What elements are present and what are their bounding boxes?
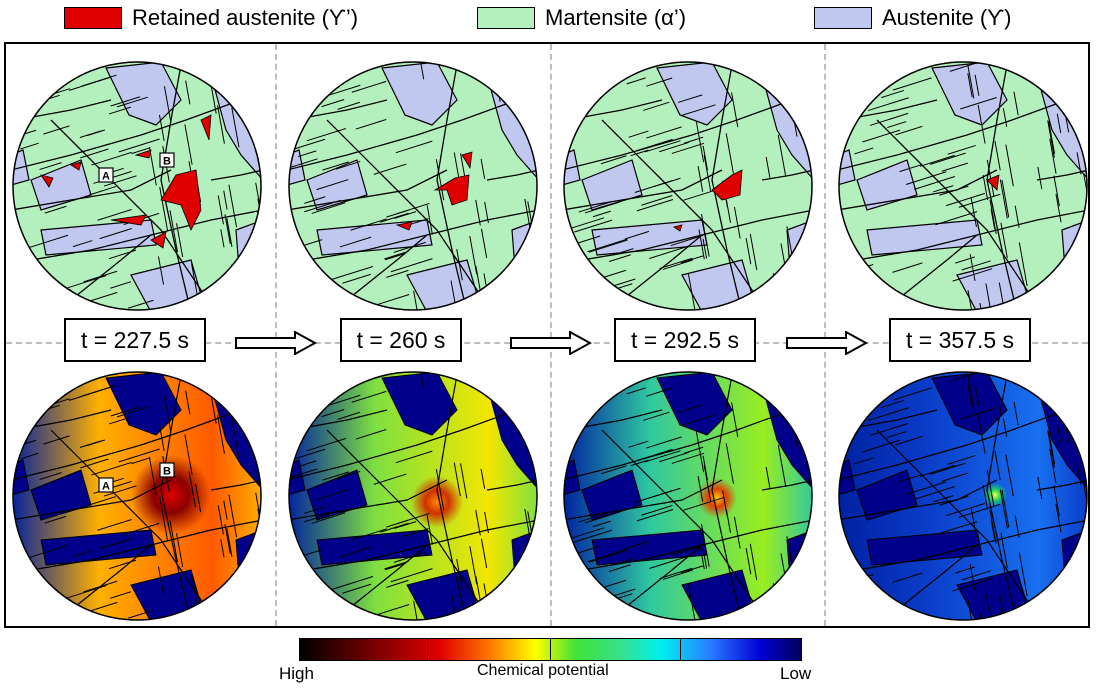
svg-text:A: A <box>102 481 110 493</box>
grain-marker: A <box>98 167 114 183</box>
column-divider <box>550 44 552 626</box>
legend-swatch-martensite <box>477 7 535 29</box>
chem-potential-map-t0: AB <box>12 371 262 621</box>
legend-swatch-austenite <box>814 7 872 29</box>
grain-marker: B <box>159 152 175 168</box>
colorbar-low-label: Low <box>780 664 812 683</box>
colorbar-tick <box>680 638 681 661</box>
legend-label-austenite: Austenite (ϒ) <box>882 5 1012 30</box>
chem-potential-map-t1 <box>288 371 538 621</box>
column-divider <box>824 44 826 626</box>
phase-map-t1 <box>288 61 538 311</box>
svg-text:B: B <box>163 466 171 478</box>
colorbar-tick <box>427 638 428 661</box>
time-label-t0: t = 227.5 s <box>64 318 206 362</box>
phase-map-t2 <box>563 61 813 311</box>
time-label-t1: t = 260 s <box>340 318 462 362</box>
time-label-t3: t = 357.5 s <box>889 318 1031 362</box>
phase-map-t0: AB <box>12 61 262 311</box>
colorbar-tick <box>550 638 551 661</box>
chem-potential-map-t3 <box>838 371 1088 621</box>
phase-map-t3 <box>838 61 1088 311</box>
legend-label-martensite: Martensite (α’) <box>545 5 687 30</box>
right-arrow-icon <box>510 331 592 355</box>
legend-martensite: Martensite (α’) <box>477 4 686 32</box>
grain-marker: A <box>98 477 114 493</box>
legend-retained-austenite: Retained austenite (ϒ’) <box>64 4 358 32</box>
grain-marker: B <box>159 462 175 478</box>
colorbar-title: Chemical potential <box>477 662 609 679</box>
right-arrow-icon <box>235 331 317 355</box>
svg-text:B: B <box>163 156 171 168</box>
svg-text:A: A <box>102 171 110 183</box>
time-label-t2: t = 292.5 s <box>614 318 756 362</box>
figure-frame <box>4 42 1090 628</box>
chem-potential-map-t2 <box>563 371 813 621</box>
legend-label-retained: Retained austenite (ϒ’) <box>132 5 359 30</box>
right-arrow-icon <box>786 331 868 355</box>
legend-swatch-retained <box>64 7 122 29</box>
column-divider <box>275 44 277 626</box>
legend-austenite: Austenite (ϒ) <box>814 4 1012 32</box>
colorbar-high-label: High <box>279 664 314 683</box>
